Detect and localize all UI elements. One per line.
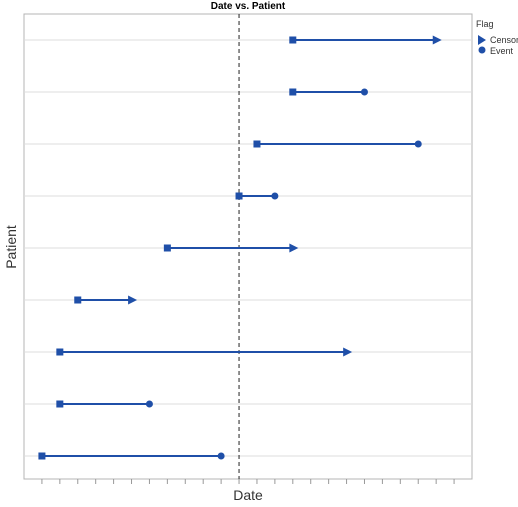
censor-marker bbox=[343, 347, 353, 357]
patient-7 bbox=[56, 347, 353, 357]
event-marker bbox=[360, 88, 368, 96]
patient-6 bbox=[74, 295, 138, 305]
event-marker bbox=[145, 400, 153, 408]
start-marker bbox=[56, 400, 64, 408]
censor-marker bbox=[128, 295, 138, 305]
start-marker bbox=[163, 244, 171, 252]
patient-8 bbox=[56, 400, 153, 408]
patient-5 bbox=[163, 243, 299, 253]
x-axis-label: Date bbox=[233, 487, 263, 503]
legend: Flag Censor Event bbox=[476, 19, 518, 56]
patient-2 bbox=[289, 88, 368, 96]
censor-marker bbox=[289, 243, 299, 253]
event-marker bbox=[271, 192, 279, 200]
legend-title: Flag bbox=[476, 19, 494, 29]
event-marker bbox=[414, 140, 422, 148]
censor-marker bbox=[432, 35, 442, 45]
start-marker bbox=[56, 348, 64, 356]
start-marker bbox=[235, 192, 243, 200]
x-axis-ticks bbox=[41, 479, 455, 484]
patient-9 bbox=[38, 452, 225, 460]
start-marker bbox=[289, 36, 297, 44]
start-marker bbox=[253, 140, 261, 148]
legend-censor-marker bbox=[478, 35, 486, 45]
legend-event-label: Event bbox=[490, 46, 514, 56]
chart-title: Date vs. Patient bbox=[211, 1, 286, 12]
legend-event-marker bbox=[478, 46, 486, 54]
grid bbox=[24, 14, 472, 479]
data-marks bbox=[38, 35, 442, 460]
y-axis-label: Patient bbox=[3, 225, 19, 269]
start-marker bbox=[74, 296, 82, 304]
patient-4 bbox=[235, 192, 279, 200]
legend-censor-label: Censor bbox=[490, 35, 518, 45]
start-marker bbox=[38, 452, 46, 460]
plot-frame bbox=[23, 13, 473, 480]
start-marker bbox=[289, 88, 297, 96]
event-marker bbox=[217, 452, 225, 460]
patient-1 bbox=[289, 35, 442, 45]
patient-3 bbox=[253, 140, 422, 148]
